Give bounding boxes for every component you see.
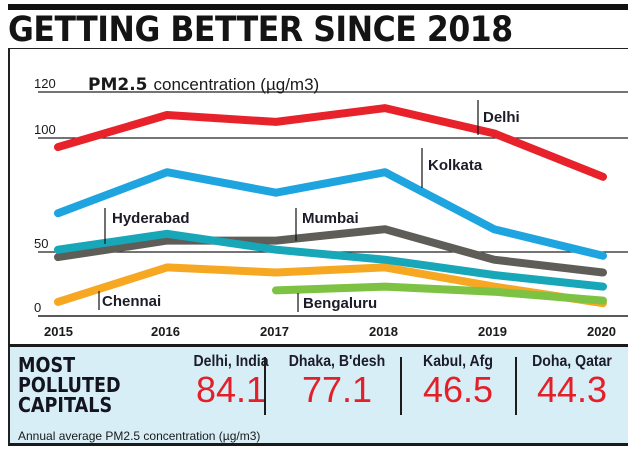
capital-name: Dhaka, B'desh — [288, 353, 386, 370]
capital-value: 77.1 — [301, 369, 373, 410]
divider — [515, 357, 517, 415]
capital-name: Kabul, Afg — [423, 353, 493, 370]
x-tick-label: 2019 — [478, 324, 507, 339]
series-line-kolkata — [54, 168, 607, 260]
series-label-hyderabad: Hyderabad — [112, 210, 190, 227]
series-label-kolkata: Kolkata — [428, 157, 483, 174]
series-label-bengaluru: Bengaluru — [303, 295, 377, 312]
series-line-hyderabad — [54, 229, 607, 291]
x-tick-label: 2016 — [151, 324, 180, 339]
line-chart: 0 50 100 120 PM2.5 concentration (µg/m3) 201… — [34, 75, 628, 339]
capital-value: 84.1 — [195, 369, 267, 410]
x-tick-label: 2020 — [587, 324, 616, 339]
x-tick-label: 2018 — [369, 324, 398, 339]
capital-item: Doha, Qatar 44.3 — [517, 353, 627, 409]
panel-heading-line: CAPITALS — [18, 393, 113, 417]
chart-title: PM2.5 concentration (µg/m3) — [88, 75, 319, 95]
capital-item: Delhi, India 84.1 — [156, 353, 306, 409]
panel-heading: MOST POLLUTED CAPITALS — [18, 355, 121, 415]
capital-value: 44.3 — [536, 369, 608, 410]
page-title: GETTING BETTER SINCE 2018 — [8, 10, 513, 50]
capital-item: Kabul, Afg 46.5 — [402, 353, 514, 409]
capital-name: Doha, Qatar — [532, 353, 612, 370]
y-tick-label: 120 — [34, 76, 56, 91]
panel-heading-line: POLLUTED — [18, 373, 121, 397]
series-line-delhi — [54, 104, 607, 181]
chart-title-bold: PM2.5 — [88, 75, 148, 95]
panel-heading-line: MOST — [18, 353, 76, 377]
chart-title-rest: concentration (µg/m3) — [154, 75, 320, 94]
series-label-delhi: Delhi — [483, 109, 520, 126]
capital-value: 46.5 — [422, 369, 494, 410]
series-label-chennai: Chennai — [102, 293, 161, 310]
divider — [400, 357, 402, 415]
capital-item: Dhaka, B'desh 77.1 — [266, 353, 408, 409]
x-tick-label: 2015 — [44, 324, 73, 339]
series-line-mumbai — [54, 225, 607, 277]
x-tick-label: 2017 — [260, 324, 289, 339]
capital-name: Delhi, India — [193, 353, 269, 370]
y-tick-label: 0 — [34, 300, 41, 315]
title-rule — [8, 48, 628, 49]
y-tick-label: 50 — [34, 236, 48, 251]
top-rule — [8, 4, 628, 10]
most-polluted-panel: MOST POLLUTED CAPITALS Delhi, India 84.1… — [8, 344, 628, 446]
panel-subtitle: Annual average PM2.5 concentration (µg/m… — [18, 429, 261, 443]
divider — [264, 357, 266, 415]
series-label-mumbai: Mumbai — [302, 210, 359, 227]
chart-frame — [8, 48, 630, 344]
series-line-bengaluru — [272, 282, 607, 305]
y-tick-label: 100 — [34, 122, 56, 137]
